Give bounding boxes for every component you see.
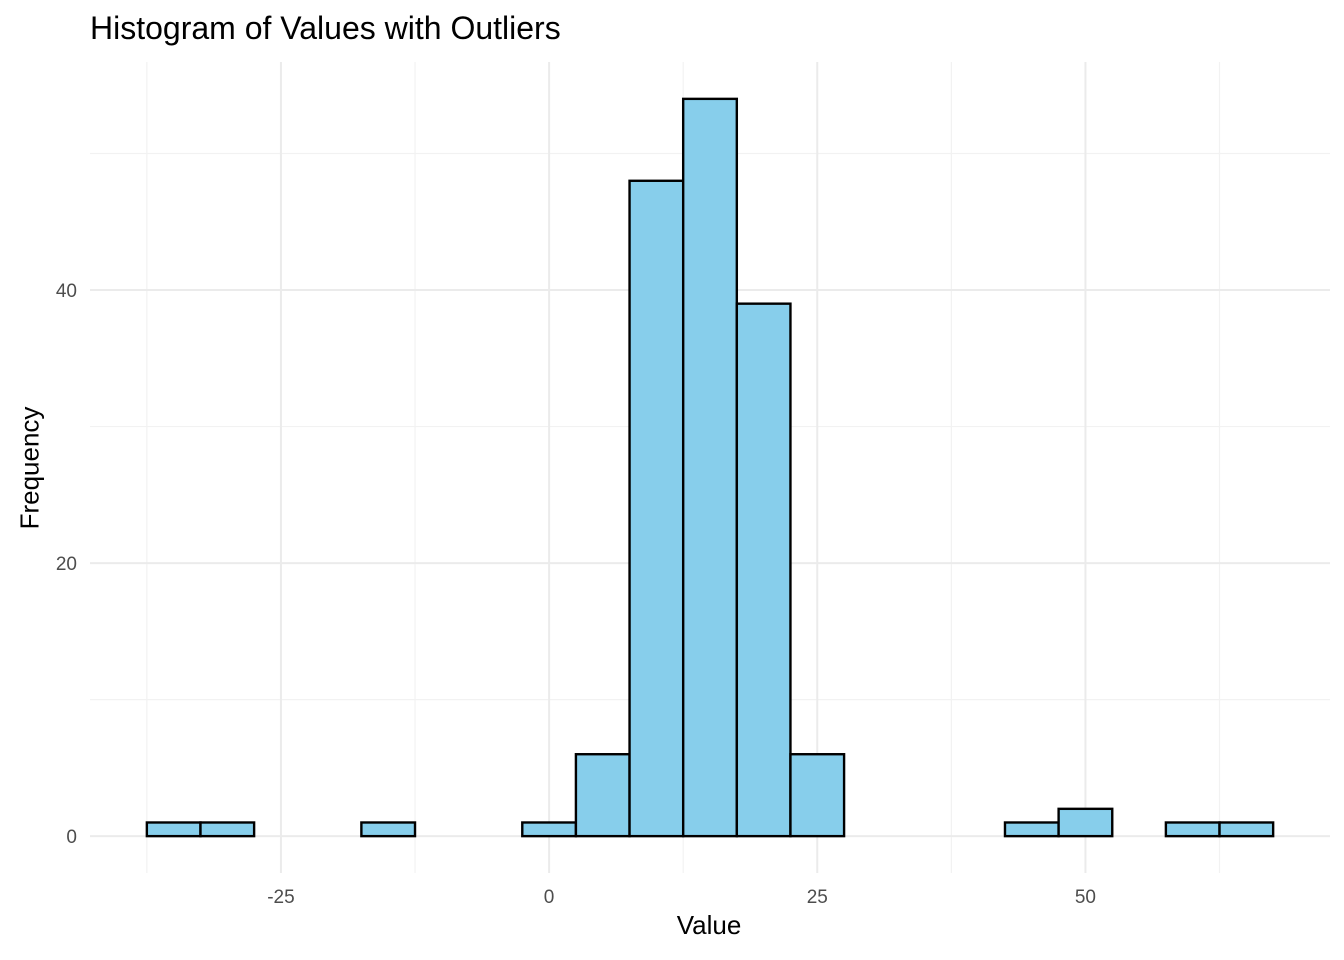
x-axis-title: Value — [676, 910, 742, 940]
chart-title: Histogram of Values with Outliers — [90, 10, 561, 46]
histogram-bar — [1218, 821, 1275, 838]
histogram-bar — [360, 821, 417, 838]
y-tick-label: 0 — [66, 827, 77, 848]
x-tick-label: -25 — [267, 887, 294, 908]
histogram-bar — [1057, 807, 1114, 838]
histogram-bar — [789, 753, 846, 838]
x-axis-ticks: -25 0 25 50 — [267, 887, 1096, 908]
histogram-bar — [1003, 821, 1060, 838]
histogram-bar — [681, 97, 739, 838]
histogram-bar — [199, 821, 256, 838]
histogram-bars — [145, 97, 1275, 838]
y-tick-label: 40 — [56, 281, 77, 302]
x-tick-label: 25 — [807, 887, 828, 908]
histogram-bar — [735, 302, 792, 838]
y-axis-title: Frequency — [14, 406, 45, 530]
histogram-bar — [574, 753, 631, 838]
histogram-bar — [145, 821, 202, 838]
y-tick-label: 20 — [56, 554, 77, 575]
histogram-bar — [521, 821, 578, 838]
histogram-bar — [1164, 821, 1221, 838]
x-tick-label: 50 — [1075, 887, 1096, 908]
histogram-bar — [628, 179, 685, 838]
y-axis-ticks: 0 20 40 — [56, 281, 77, 848]
x-tick-label: 0 — [544, 887, 555, 908]
